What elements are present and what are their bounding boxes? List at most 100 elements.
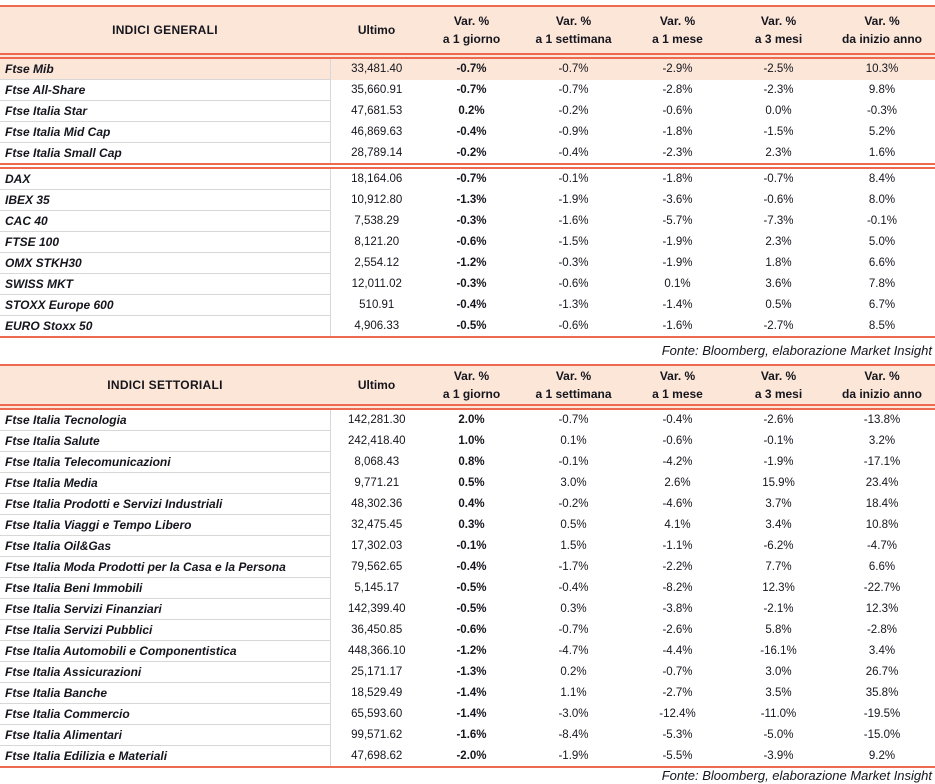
- ultimo-cell: 65,593.60: [351, 708, 403, 720]
- var-3-mesi-cell: -2.1%: [763, 603, 794, 615]
- var-3-mesi-cell: 5.8%: [765, 624, 792, 636]
- var-inizio-anno-cell: -4.7%: [866, 540, 898, 552]
- var-inizio-anno-cell: 5.0%: [868, 236, 896, 248]
- ultimo-cell: 2,554.12: [354, 257, 400, 269]
- var-inizio-anno-cell: -2.8%: [866, 624, 898, 636]
- var-3-mesi-cell: -0.1%: [763, 435, 794, 447]
- var-1-settimana-cell: -0.1%: [558, 173, 589, 186]
- var-3-mesi-cell: 3.5%: [765, 687, 792, 699]
- var-3-mesi-cell: 7.7%: [765, 561, 792, 573]
- index-name-cell: Ftse Italia Viaggi e Tempo Libero: [0, 514, 331, 536]
- col-header-line1: Var. %: [760, 369, 797, 383]
- var-inizio-anno-cell: 18.4%: [865, 498, 899, 510]
- ultimo-cell: 142,399.40: [347, 603, 406, 615]
- table-title: INDICI GENERALI: [0, 6, 330, 54]
- ultimo-cell: 79,562.65: [351, 561, 403, 573]
- var-1-settimana-cell: -1.3%: [558, 299, 589, 311]
- var-inizio-anno-cell: -13.8%: [863, 414, 901, 427]
- var-3-mesi-cell: 0.0%: [765, 105, 792, 117]
- col-header-var-inizio-anno: Var. % da inizio anno: [829, 6, 935, 54]
- col-header-line1: Var. %: [864, 369, 900, 383]
- index-name-cell: Ftse Mib: [0, 58, 331, 80]
- index-row: Ftse Italia Alimentari 99,571.62 -1.6% -8.4…: [0, 724, 935, 746]
- index-name-cell: Ftse Italia Oil&Gas: [0, 535, 331, 557]
- var-1-settimana-cell: 0.1%: [560, 435, 587, 447]
- var-1-giorno-cell: -1.4%: [456, 708, 487, 720]
- col-header-line1: Var. %: [659, 14, 696, 28]
- var-1-mese-cell: 2.6%: [664, 477, 691, 489]
- var-inizio-anno-cell: 1.6%: [868, 146, 896, 159]
- index-name-cell: Ftse Italia Beni Immobili: [0, 577, 331, 599]
- col-header-var-inizio-anno: Var. % da inizio anno: [829, 365, 935, 405]
- col-header-line1: Var. %: [555, 369, 592, 383]
- var-1-settimana-cell: -0.4%: [558, 582, 589, 594]
- var-1-giorno-cell: 0.8%: [458, 456, 485, 468]
- var-1-giorno-cell: -1.3%: [456, 194, 487, 206]
- var-1-settimana-cell: -0.9%: [558, 126, 589, 138]
- var-1-mese-cell: -4.6%: [662, 498, 693, 510]
- var-1-mese-cell: -1.6%: [662, 319, 693, 332]
- header-divider: [0, 404, 935, 410]
- var-1-giorno-cell: -0.5%: [456, 319, 487, 332]
- var-1-giorno-cell: -0.6%: [456, 624, 487, 636]
- var-1-settimana-cell: -0.6%: [558, 319, 589, 332]
- var-1-settimana-cell: -0.1%: [558, 456, 589, 468]
- var-1-mese-cell: -1.8%: [662, 173, 693, 186]
- col-header-line1: Var. %: [453, 369, 490, 383]
- var-inizio-anno-cell: 8.4%: [868, 173, 896, 186]
- col-header-ultimo: Ultimo: [330, 365, 423, 405]
- index-row: Ftse All-Share 35,660.91 -0.7% -0.7% -2.8% -2…: [0, 79, 935, 101]
- var-1-giorno-cell: -0.7%: [456, 173, 487, 186]
- var-1-settimana-cell: -4.7%: [558, 645, 589, 657]
- header-divider-line: [0, 53, 935, 59]
- var-1-settimana-cell: -1.6%: [558, 215, 589, 227]
- var-inizio-anno-cell: 12.3%: [865, 603, 899, 615]
- var-3-mesi-cell: -2.6%: [763, 414, 794, 427]
- index-row: Ftse Mib 33,481.40 -0.7% -0.7% -2.9% -2.5% 10.…: [0, 58, 935, 80]
- index-row: Ftse Italia Moda Prodotti per la Casa e …: [0, 556, 935, 578]
- col-header-line1: Var. %: [453, 14, 490, 28]
- ultimo-cell: 18,164.06: [351, 173, 403, 186]
- header-divider: [0, 53, 935, 59]
- index-row: Ftse Italia Oil&Gas 17,302.03 -0.1% 1.5% -1.…: [0, 535, 935, 557]
- ultimo-cell: 242,418.40: [347, 435, 406, 447]
- table-indici-generali: INDICI GENERALI Ultimo Var. % a 1 giorno…: [0, 5, 935, 338]
- var-1-settimana-cell: -8.4%: [558, 729, 589, 741]
- var-1-mese-cell: -2.3%: [662, 146, 693, 159]
- var-1-giorno-cell: 2.0%: [458, 414, 485, 427]
- var-1-giorno-cell: -1.4%: [456, 687, 487, 699]
- col-header-line2: a 1 mese: [652, 387, 703, 401]
- ultimo-cell: 46,869.63: [351, 126, 403, 138]
- index-row: Ftse Italia Tecnologia 142,281.30 2.0% -0.7…: [0, 409, 935, 431]
- ultimo-cell: 33,481.40: [330, 58, 423, 80]
- var-3-mesi-cell: -0.6%: [763, 194, 794, 206]
- var-1-settimana-cell: 0.3%: [560, 603, 587, 615]
- var-3-mesi-cell: 12.3%: [762, 582, 795, 594]
- var-1-mese-cell: 4.1%: [664, 519, 691, 531]
- ultimo-cell: 448,366.10: [347, 645, 406, 657]
- ultimo-cell: 8,068.43: [354, 456, 400, 468]
- col-header-line2: da inizio anno: [842, 387, 922, 401]
- index-row: Ftse Italia Mid Cap 46,869.63 -0.4% -0.9% -1…: [0, 121, 935, 143]
- var-inizio-anno-cell: 10.8%: [865, 519, 899, 531]
- index-row: Ftse Italia Servizi Pubblici 36,450.85 -0.…: [0, 619, 935, 641]
- index-row: Ftse Italia Salute 242,418.40 1.0% 0.1% -0.6…: [0, 430, 935, 452]
- index-name-cell: Ftse Italia Servizi Pubblici: [0, 619, 331, 641]
- index-name-cell: Ftse Italia Assicurazioni: [0, 661, 331, 683]
- table-indici-settoriali: INDICI SETTORIALI Ultimo Var. % a 1 gior…: [0, 364, 935, 768]
- table-title: INDICI SETTORIALI: [0, 365, 330, 405]
- var-3-mesi-cell: -1.9%: [763, 456, 794, 468]
- var-1-mese-cell: -4.4%: [662, 645, 693, 657]
- var-1-giorno-cell: -0.1%: [456, 540, 487, 552]
- ultimo-cell: 99,571.62: [351, 729, 403, 741]
- var-1-mese-cell: -1.8%: [662, 126, 693, 138]
- var-1-mese-cell: -2.7%: [662, 687, 693, 699]
- var-1-settimana-cell: -0.2%: [558, 105, 589, 117]
- var-1-settimana-cell: 0.2%: [560, 666, 587, 678]
- ultimo-cell: 18,529.49: [351, 687, 403, 699]
- var-3-mesi-cell: -6.2%: [763, 540, 794, 552]
- col-header-var-3-mesi: Var. % a 3 mesi: [728, 365, 829, 405]
- var-1-mese-cell: -0.7%: [662, 666, 693, 678]
- index-row: Ftse Italia Automobili e Componentistica…: [0, 640, 935, 662]
- index-name-cell: IBEX 35: [0, 189, 331, 211]
